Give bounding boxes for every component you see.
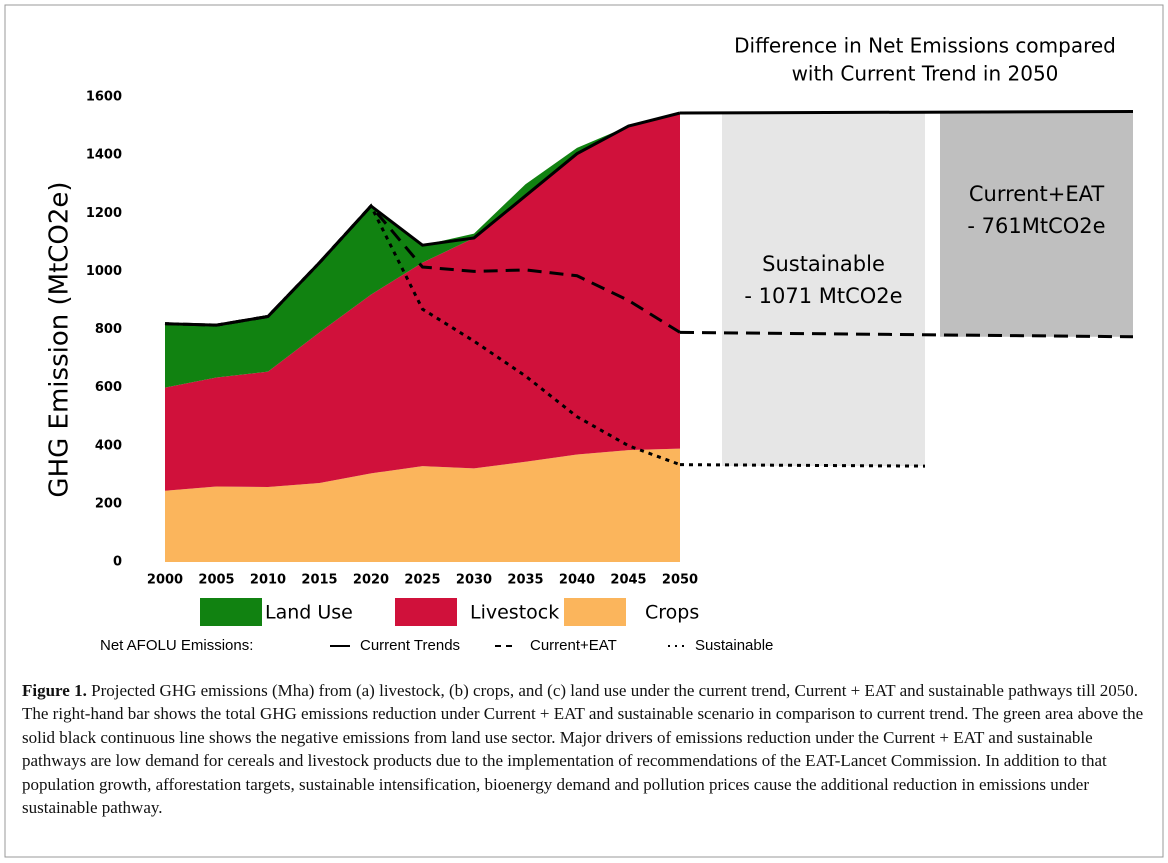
x-tick-label: 2050 xyxy=(662,573,698,588)
legend-label: Current Trends xyxy=(360,637,460,654)
legend-label: Crops xyxy=(645,602,699,624)
caption: Figure 1. Projected GHG emissions (Mha) … xyxy=(22,679,1150,819)
bar-annotation: - 761MtCO2e xyxy=(967,214,1105,238)
legend-swatch xyxy=(564,598,626,626)
x-tick-label: 2015 xyxy=(301,573,337,588)
y-tick-label: 800 xyxy=(95,322,122,337)
legend-heading: Net AFOLU Emissions: xyxy=(100,637,253,654)
y-tick-label: 400 xyxy=(95,438,122,453)
line-extension xyxy=(679,110,1134,115)
y-tick-label: 1200 xyxy=(86,206,122,221)
net-emission-line xyxy=(164,203,681,334)
legend-label: Sustainable xyxy=(695,637,773,654)
legend-label: Current+EAT xyxy=(530,637,617,654)
bar-annotation: - 1071 MtCO2e xyxy=(744,284,902,308)
stacked-area xyxy=(165,112,680,491)
net-emission-line xyxy=(164,111,681,327)
x-tick-label: 2025 xyxy=(404,573,440,588)
bar-annotation: Sustainable xyxy=(762,252,885,276)
legend-swatch xyxy=(395,598,457,626)
caption-label: Figure 1. xyxy=(22,681,87,700)
legend-label: Land Use xyxy=(265,602,353,624)
x-tick-label: 2045 xyxy=(610,573,646,588)
chart-title: with Current Trend in 2050 xyxy=(792,62,1059,86)
bar-annotation: Current+EAT xyxy=(969,182,1104,206)
x-tick-label: 2035 xyxy=(507,573,543,588)
x-tick-label: 2040 xyxy=(559,573,595,588)
y-tick-label: 0 xyxy=(113,555,122,570)
net-emission-line xyxy=(164,203,681,467)
y-tick-label: 1600 xyxy=(86,90,122,105)
y-tick-label: 200 xyxy=(95,496,122,511)
x-tick-label: 2030 xyxy=(456,573,492,588)
x-tick-label: 2000 xyxy=(147,573,183,588)
x-tick-label: 2020 xyxy=(353,573,389,588)
x-tick-label: 2005 xyxy=(198,573,234,588)
stacked-area xyxy=(165,448,680,562)
y-axis-label: GHG Emission (MtCO2e) xyxy=(45,181,75,497)
caption-text: Projected GHG emissions (Mha) from (a) l… xyxy=(22,681,1144,818)
y-tick-label: 1000 xyxy=(86,264,122,279)
x-tick-label: 2010 xyxy=(250,573,286,588)
stacked-area xyxy=(165,112,680,388)
chart-title: Difference in Net Emissions compared xyxy=(734,34,1116,58)
legend-label: Livestock xyxy=(470,602,559,624)
difference-bar xyxy=(722,112,925,467)
y-tick-label: 600 xyxy=(95,380,122,395)
y-tick-label: 1400 xyxy=(86,148,122,163)
line-extension xyxy=(679,330,1134,339)
difference-bar xyxy=(940,111,1133,337)
legend-swatch xyxy=(200,598,262,626)
figure-border xyxy=(4,4,1164,858)
